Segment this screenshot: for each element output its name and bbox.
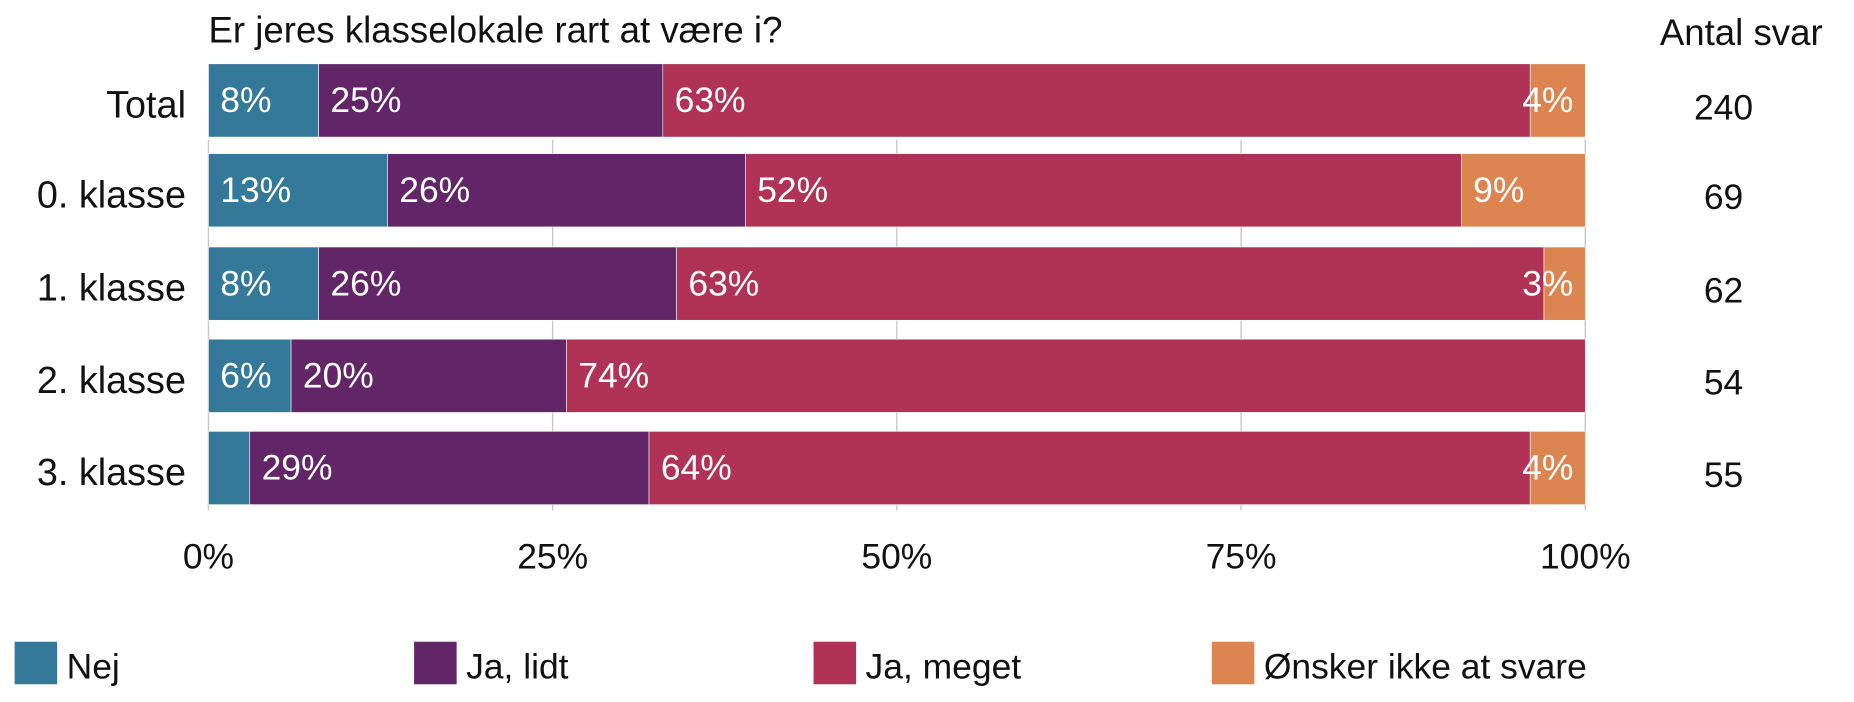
bar-segment: [745, 153, 1462, 228]
bar-segment: [566, 338, 1586, 413]
legend-swatch: [813, 641, 857, 685]
legend-label: Nej: [67, 646, 120, 686]
data-label: 29%: [262, 448, 333, 488]
bar-segment: [387, 153, 746, 228]
data-label: 3%: [1522, 263, 1573, 303]
data-label: 63%: [688, 263, 759, 303]
bar-segment: [208, 431, 251, 505]
bar-segment: [290, 338, 567, 413]
data-label: 74%: [578, 356, 649, 396]
data-label: 8%: [220, 263, 271, 303]
count-label: 55: [1704, 455, 1743, 495]
y-tick-label: 2. klasse: [37, 360, 186, 402]
data-label: 25%: [330, 80, 401, 120]
y-tick-label: 0. klasse: [37, 174, 186, 216]
data-label: 63%: [675, 80, 746, 120]
count-label: 69: [1704, 177, 1743, 217]
data-label: 13%: [220, 170, 291, 210]
bar-segment: [208, 246, 319, 321]
x-tick-label: 50%: [861, 536, 932, 576]
bar-segment: [676, 246, 1545, 321]
data-label: 26%: [330, 263, 401, 303]
legend-label: Ja, lidt: [466, 646, 569, 686]
legend-swatch: [14, 641, 58, 685]
data-label: 9%: [1473, 170, 1524, 210]
bar-segment: [1461, 153, 1586, 228]
bar-segment: [1529, 63, 1586, 138]
y-tick-label: 3. klasse: [37, 452, 186, 494]
data-label: 64%: [661, 448, 732, 488]
y-tick-label: Total: [106, 85, 186, 127]
bar-segment: [208, 153, 388, 228]
legend-swatch: [414, 641, 457, 685]
counts-title: Antal svar: [1660, 12, 1823, 53]
bar-segment: [208, 338, 292, 413]
data-label: 4%: [1522, 80, 1573, 120]
bar-segment: [318, 63, 664, 138]
bar-segment: [1529, 431, 1586, 505]
x-tick-label: 0%: [183, 536, 234, 576]
data-label: 26%: [399, 170, 470, 210]
bar-segment: [1543, 246, 1586, 321]
x-tick-label: 25%: [517, 536, 588, 576]
x-tick-label: 75%: [1206, 536, 1277, 576]
bar-segment: [208, 63, 319, 138]
bar-segment: [648, 431, 1531, 505]
data-label: 4%: [1522, 448, 1573, 488]
count-label: 54: [1704, 363, 1743, 403]
legend-swatch: [1211, 641, 1255, 685]
count-label: 240: [1694, 87, 1753, 127]
count-label: 62: [1704, 270, 1743, 310]
legend-label: Ønsker ikke at svare: [1264, 646, 1587, 686]
y-tick-label: 1. klasse: [37, 268, 186, 310]
bar-segment: [249, 431, 650, 505]
bar-segment: [662, 63, 1531, 138]
x-tick-label: 100%: [1540, 536, 1631, 576]
chart-title: Er jeres klasselokale rart at være i?: [208, 10, 782, 51]
data-label: 6%: [220, 356, 271, 396]
data-label: 52%: [757, 170, 828, 210]
legend-label: Ja, meget: [866, 646, 1022, 686]
data-label: 8%: [220, 80, 271, 120]
data-label: 20%: [303, 356, 374, 396]
